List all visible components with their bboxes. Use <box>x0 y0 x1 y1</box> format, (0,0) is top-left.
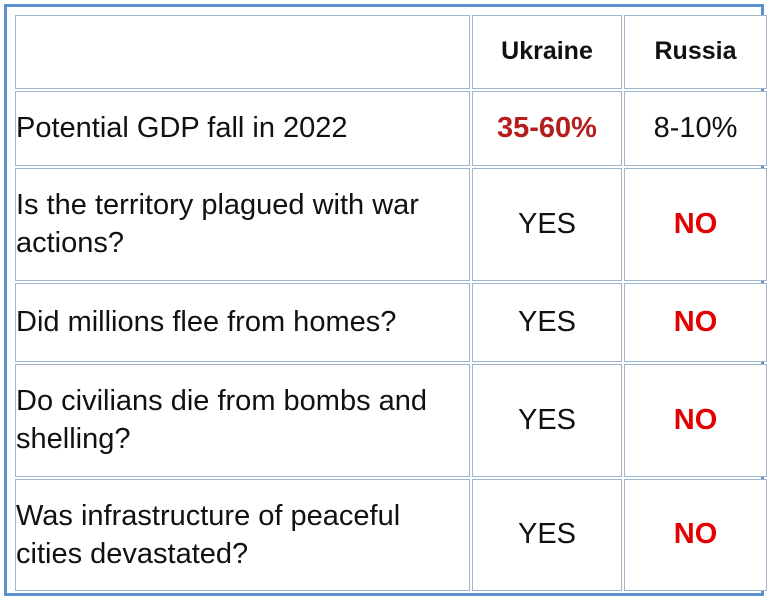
comparison-table: Ukraine Russia Potential GDP fall in 202… <box>13 13 768 593</box>
header-corner-cell <box>15 15 470 89</box>
row-question: Potential GDP fall in 2022 <box>15 90 470 167</box>
header-russia: Russia <box>624 15 767 89</box>
russia-value: NO <box>624 168 767 281</box>
ukraine-value: YES <box>472 478 622 591</box>
table-row-civilian-deaths: Do civilians die from bombs and shelling… <box>15 364 767 477</box>
comparison-table-frame: Ukraine Russia Potential GDP fall in 202… <box>4 4 767 596</box>
row-question: Was infrastructure of peaceful cities de… <box>15 478 470 591</box>
table-row-gdp-fall: Potential GDP fall in 2022 35-60% 8-10% <box>15 90 767 167</box>
russia-value: NO <box>624 478 767 591</box>
table-row-war-actions: Is the territory plagued with war action… <box>15 168 767 281</box>
row-question: Is the territory plagued with war action… <box>15 168 470 281</box>
ukraine-value: YES <box>472 282 622 363</box>
row-question: Do civilians die from bombs and shelling… <box>15 364 470 477</box>
ukraine-value: YES <box>472 168 622 281</box>
header-row: Ukraine Russia <box>15 15 767 89</box>
ukraine-value: 35-60% <box>472 90 622 167</box>
russia-value: NO <box>624 364 767 477</box>
row-question: Did millions flee from homes? <box>15 282 470 363</box>
ukraine-value: YES <box>472 364 622 477</box>
header-ukraine: Ukraine <box>472 15 622 89</box>
table-row-refugees: Did millions flee from homes? YES NO <box>15 282 767 363</box>
russia-value: NO <box>624 282 767 363</box>
table-row-infrastructure: Was infrastructure of peaceful cities de… <box>15 478 767 591</box>
russia-value: 8-10% <box>624 90 767 167</box>
